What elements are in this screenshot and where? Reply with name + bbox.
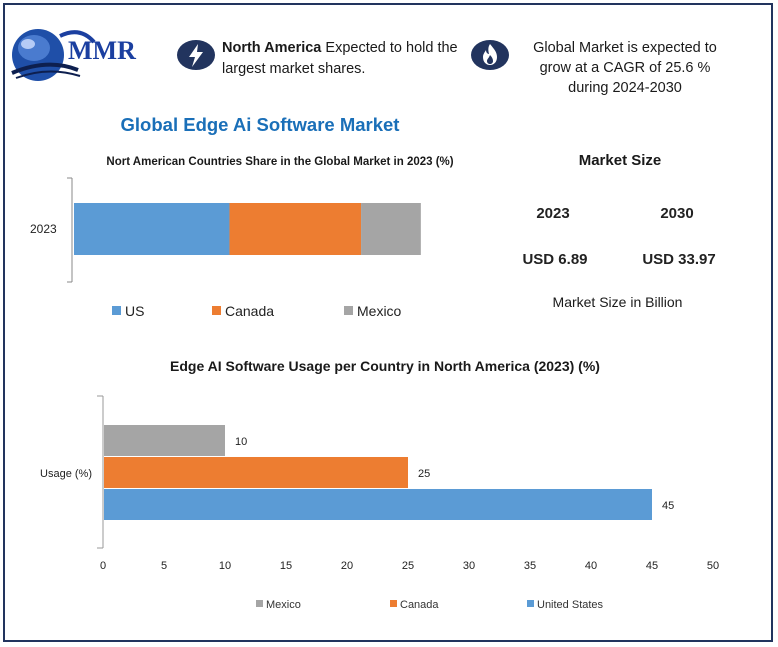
chart1-bar-canada <box>229 203 362 255</box>
chart2-data-label-canada: 25 <box>418 468 430 480</box>
chart2-tick-label: 30 <box>463 560 475 572</box>
chart1-stacked-bar: 2023 US Canada Mexico <box>30 177 421 319</box>
highlight-cagr: Global Market is expected to grow at a C… <box>533 40 717 96</box>
chart1-category-label: 2023 <box>30 222 57 236</box>
chart1-legend-mexico: Mexico <box>357 303 402 319</box>
chart1-bar-mexico <box>361 203 421 255</box>
chart2-legend-united-states: United States <box>537 599 604 611</box>
chart2-tick-label: 5 <box>161 560 167 572</box>
chart2-bar-united-states <box>104 489 652 520</box>
chart1-legend-us: US <box>125 303 144 319</box>
chart1-legend-swatch-canada <box>212 306 221 315</box>
market-year-2030: 2030 <box>660 205 694 222</box>
chart2-tick-label: 20 <box>341 560 353 572</box>
chart2-tick-label: 10 <box>219 560 231 572</box>
chart2-category-label: Usage (%) <box>40 468 92 480</box>
flame-icon <box>471 40 509 70</box>
chart2-legend-mexico: Mexico <box>266 599 301 611</box>
chart1-title: Nort American Countries Share in the Glo… <box>106 156 454 168</box>
market-year-2023: 2023 <box>536 205 570 222</box>
chart2-bar-mexico <box>104 425 225 456</box>
chart2-legend-swatch-mexico <box>256 600 263 607</box>
market-value-2023: USD 6.89 <box>522 251 588 268</box>
chart1-legend-swatch-us <box>112 306 121 315</box>
chart2-tick-label: 0 <box>100 560 106 572</box>
logo-text: MMR <box>68 36 136 65</box>
chart2-title: Edge AI Software Usage per Country in No… <box>170 358 600 374</box>
chart2-legend-canada: Canada <box>400 599 439 611</box>
infographic-frame <box>3 3 773 642</box>
chart2-legend-swatch-united-states <box>527 600 534 607</box>
chart2-legend-swatch-canada <box>390 600 397 607</box>
chart2-data-label-united-states: 45 <box>662 500 674 512</box>
highlight-north-america: North America Expected to hold the large… <box>222 40 458 77</box>
chart1-bar-us <box>74 203 230 255</box>
main-title: Global Edge Ai Software Market <box>120 114 400 135</box>
market-size-note: Market Size in Billion <box>552 294 683 310</box>
chart2-bar-canada <box>104 457 408 488</box>
chart2-data-label-mexico: 10 <box>235 436 247 448</box>
chart2-tick-label: 35 <box>524 560 536 572</box>
mmr-logo <box>11 29 96 81</box>
chart2-tick-label: 25 <box>402 560 414 572</box>
chart2-usage-bars: 10 25 45 Usage (%) 0 5 10 15 20 25 30 35 40 45 50 Mexic… <box>40 395 719 611</box>
market-value-2030: USD 33.97 <box>642 251 716 268</box>
market-size-title: Market Size <box>578 152 662 169</box>
chart2-tick-label: 45 <box>646 560 658 572</box>
chart1-legend-canada: Canada <box>225 303 274 319</box>
chart1-legend-swatch-mexico <box>344 306 353 315</box>
chart2-tick-label: 50 <box>707 560 719 572</box>
lightning-icon <box>177 40 215 70</box>
chart2-tick-label: 40 <box>585 560 597 572</box>
chart2-tick-label: 15 <box>280 560 292 572</box>
